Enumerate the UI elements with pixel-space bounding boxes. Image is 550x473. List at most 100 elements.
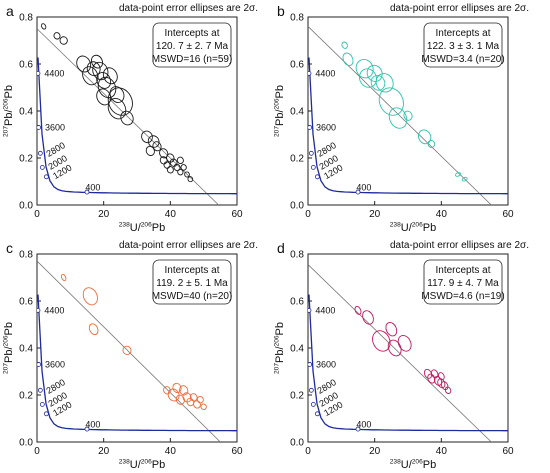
intercepts-age: 117. 9 ± 4. 7 Ma (427, 278, 499, 289)
y-axis-label: 207Pb/206Pb (3, 85, 15, 137)
y-tick-label: 0.8 (290, 250, 304, 261)
y-tick-label: 0.2 (19, 391, 33, 402)
chart-title: data-point error ellipses are 2σ. (119, 240, 258, 251)
intercepts-heading: Intercepts at (435, 28, 490, 39)
error-ellipse (177, 168, 184, 176)
chart-title: data-point error ellipses are 2σ. (390, 3, 529, 14)
concordia-curve (308, 294, 508, 432)
panel-a: a data-point error ellipses are 2σ. 0 20 40 6… (3, 3, 258, 234)
concordia-age-label: 3600 (316, 359, 336, 369)
error-ellipse (186, 397, 195, 407)
error-ellipse (59, 36, 68, 45)
intercepts-mswd: MSWD=4.6 (n=19) (421, 291, 504, 302)
error-ellipse (166, 153, 175, 163)
concordia-marker (43, 411, 49, 417)
error-ellipse (166, 166, 174, 174)
concordia-marker (355, 189, 361, 195)
error-ellipse (173, 163, 181, 172)
y-tick-label: 0.0 (290, 201, 304, 212)
error-ellipse (430, 369, 439, 379)
error-ellipse (109, 86, 125, 103)
y-axis-label: 207Pb/206Pb (274, 322, 286, 374)
discordia-line (308, 26, 492, 205)
error-ellipse (375, 73, 394, 93)
concordia-marker (37, 71, 41, 76)
concordia-marker (308, 71, 312, 76)
y-tick-label: 0.8 (19, 250, 33, 261)
error-ellipse (427, 373, 436, 384)
error-ellipse (90, 54, 104, 69)
x-axis-label: 238U/206Pb (390, 222, 437, 234)
concordia-age-label: 3600 (45, 359, 65, 369)
y-tick-label: 0.6 (19, 60, 33, 71)
error-ellipse (172, 382, 182, 393)
x-tick-label: 20 (369, 209, 381, 220)
discordia-line (37, 28, 219, 205)
intercepts-heading: Intercepts at (435, 265, 490, 276)
y-tick-label: 0.8 (19, 13, 33, 24)
error-ellipse (107, 97, 127, 120)
concordia-marker (37, 125, 42, 130)
error-ellipse (388, 107, 408, 129)
y-tick-label: 0.0 (19, 438, 33, 449)
error-ellipse (180, 164, 187, 171)
intercepts-mswd: MSWD=40 (n=20) (152, 291, 233, 302)
concordia-age-label: 400 (85, 182, 100, 192)
intercepts-box (152, 259, 232, 305)
error-ellipse (455, 172, 461, 177)
error-ellipse (107, 87, 133, 116)
y-tick-label: 0.2 (290, 154, 304, 165)
x-tick-label: 0 (305, 209, 311, 220)
error-ellipse (370, 74, 386, 91)
x-tick-label: 20 (369, 446, 381, 457)
concordia-marker (39, 401, 45, 407)
concordia-age-label: 3600 (45, 122, 65, 132)
error-ellipse (440, 381, 449, 391)
y-tick-label: 0.4 (19, 344, 33, 355)
error-ellipse (145, 145, 155, 156)
y-tick-label: 0.4 (19, 107, 33, 118)
error-ellipse (141, 130, 153, 144)
error-ellipse (372, 330, 391, 352)
y-tick-label: 0.6 (290, 297, 304, 308)
panel-b: b data-point error ellipses are 2σ. 0 20 40 6… (274, 3, 529, 234)
error-ellipse (88, 323, 99, 336)
concordia-marker (84, 426, 90, 432)
error-ellipse (200, 403, 207, 410)
error-ellipse (397, 334, 412, 352)
error-ellipse (387, 339, 402, 357)
y-tick-label: 0.4 (290, 344, 304, 355)
x-tick-label: 40 (165, 209, 177, 220)
x-tick-label: 40 (436, 446, 448, 457)
error-ellipse (120, 110, 134, 126)
panel-d: d data-point error ellipses are 2σ. 0 20 40 6… (274, 240, 529, 471)
concordia-curve (308, 57, 508, 195)
concordia-marker (310, 164, 316, 170)
error-ellipse (366, 64, 383, 82)
panel-c: c data-point error ellipses are 2σ. 0 20 40 6… (3, 240, 258, 471)
concordia-marker (308, 125, 313, 130)
error-ellipse (60, 273, 67, 282)
error-ellipse (122, 345, 132, 355)
x-tick-label: 20 (98, 209, 110, 220)
concordia-age-label: 400 (356, 182, 371, 192)
intercepts-age: 120. 7 ± 2. 7 Ma (156, 41, 229, 52)
error-ellipse (196, 396, 204, 404)
concordia-age-label: 4400 (44, 68, 64, 78)
y-axis-label: 207Pb/206Pb (274, 85, 286, 137)
error-ellipse (184, 171, 190, 178)
concordia-marker (308, 150, 314, 156)
chart-title: data-point error ellipses are 2σ. (390, 240, 529, 251)
concordia-age-label: 4400 (315, 305, 335, 315)
intercepts-heading: Intercepts at (164, 265, 219, 276)
concordia-curve (37, 57, 237, 195)
discordia-line (37, 260, 221, 442)
error-ellipse (41, 23, 47, 30)
intercepts-mswd: MSWD=3.4 (n=20) (421, 54, 504, 65)
panel-label: a (6, 3, 14, 19)
x-tick-label: 60 (231, 446, 243, 457)
error-ellipse (385, 322, 398, 337)
error-ellipse (152, 141, 162, 152)
error-ellipse (175, 394, 185, 405)
